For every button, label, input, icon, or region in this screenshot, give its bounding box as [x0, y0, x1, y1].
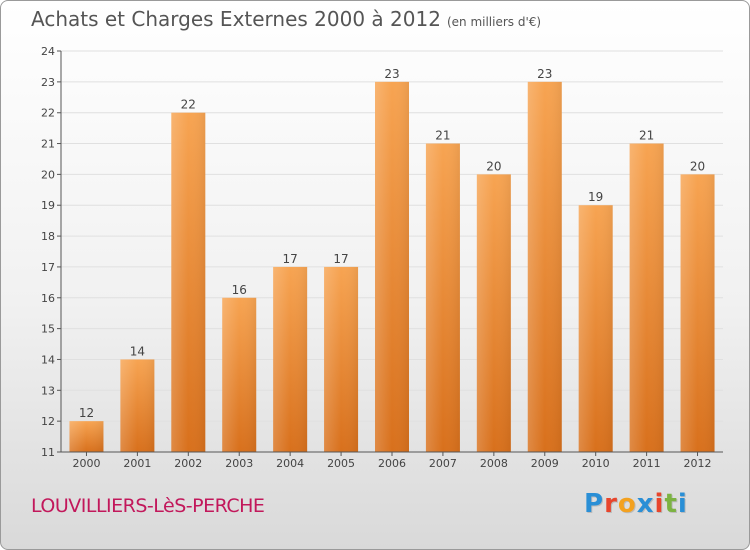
data-label: 21	[639, 129, 654, 143]
commune-name: LOUVILLIERS-LèS-PERCHE	[31, 495, 265, 517]
logo-letter: i	[654, 489, 665, 519]
data-label: 16	[232, 283, 247, 297]
bar-shade	[629, 143, 664, 453]
x-tick-label: 2009	[531, 457, 559, 470]
y-tick-label: 22	[41, 107, 55, 120]
subtitle-text: (en milliers d'€)	[446, 15, 542, 29]
axes: 11 12 13 14 15 16 17 18 19 20 21 22 23 24 2000 2001 2002…	[41, 45, 723, 470]
x-tick-label: 2003	[225, 457, 253, 470]
y-tick-label: 23	[41, 76, 55, 89]
x-tick-label: 2005	[327, 457, 355, 470]
x-tick-label: 2000	[72, 457, 100, 470]
y-tick-label: 13	[41, 384, 55, 397]
bar-shade	[120, 359, 155, 452]
y-tick-label: 18	[41, 230, 55, 243]
bar-shade	[578, 205, 613, 452]
bar-shade	[425, 143, 460, 453]
x-tick-label: 2006	[378, 457, 406, 470]
x-tick-label: 2001	[123, 457, 151, 470]
y-tick-label: 21	[41, 138, 55, 151]
data-label: 23	[384, 67, 399, 81]
data-label: 17	[333, 252, 348, 266]
x-tick-label: 2011	[633, 457, 661, 470]
bar-shade	[680, 174, 715, 452]
y-tick-label: 24	[41, 45, 55, 58]
bar-shade	[171, 112, 206, 452]
bar-shade	[69, 421, 104, 452]
bar-shade	[222, 297, 257, 452]
data-label: 19	[588, 190, 603, 204]
data-label: 21	[435, 129, 450, 143]
y-tick-label: 20	[41, 168, 55, 181]
x-tick-label: 2004	[276, 457, 304, 470]
logo-letter: r	[604, 489, 618, 519]
data-label: 23	[537, 67, 552, 81]
y-tick-label: 17	[41, 261, 55, 274]
x-tick-label: 2008	[480, 457, 508, 470]
y-tick-label: 11	[41, 446, 55, 459]
bar-shade	[476, 174, 511, 452]
x-tick-label: 2007	[429, 457, 457, 470]
chart-title: Achats et Charges Externes 2000 à 2012 (e…	[31, 7, 541, 31]
logo-letter: i	[677, 489, 688, 519]
logo-letter: o	[617, 489, 637, 519]
y-tick-label: 15	[41, 323, 55, 336]
y-tick-label: 12	[41, 415, 55, 428]
bar-shade	[527, 81, 562, 452]
logo-letter: P	[584, 489, 605, 519]
bar-shade	[324, 266, 359, 452]
y-tick-label: 19	[41, 199, 55, 212]
proxiti-logo: Proxiti	[584, 489, 688, 519]
bar-shade	[273, 266, 308, 452]
y-tick-label: 14	[41, 353, 55, 366]
data-label: 17	[283, 252, 298, 266]
data-label: 20	[690, 159, 705, 173]
data-label: 14	[130, 344, 145, 358]
logo-letter: t	[664, 489, 678, 519]
bars: 12 14 22 16 17 17 23 21 20 23 19 21 20	[69, 67, 715, 453]
bar-shade	[375, 81, 409, 452]
y-tick-label: 16	[41, 292, 55, 305]
x-tick-label: 2012	[684, 457, 712, 470]
x-tick-label: 2002	[174, 457, 202, 470]
logo-letter: x	[636, 489, 655, 519]
data-label: 20	[486, 159, 501, 173]
data-label: 22	[181, 98, 196, 112]
data-label: 12	[79, 406, 94, 420]
title-text: Achats et Charges Externes 2000 à 2012	[31, 7, 441, 31]
x-tick-label: 2010	[582, 457, 610, 470]
